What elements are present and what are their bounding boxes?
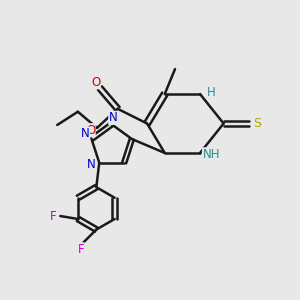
Text: N: N <box>109 111 118 124</box>
Text: N: N <box>81 127 89 140</box>
Text: F: F <box>77 243 84 256</box>
Text: O: O <box>91 76 100 89</box>
Text: H: H <box>207 86 216 99</box>
Text: O: O <box>86 124 95 137</box>
Text: NH: NH <box>202 148 220 161</box>
Text: S: S <box>254 117 262 130</box>
Text: N: N <box>87 158 95 171</box>
Text: F: F <box>50 209 56 223</box>
